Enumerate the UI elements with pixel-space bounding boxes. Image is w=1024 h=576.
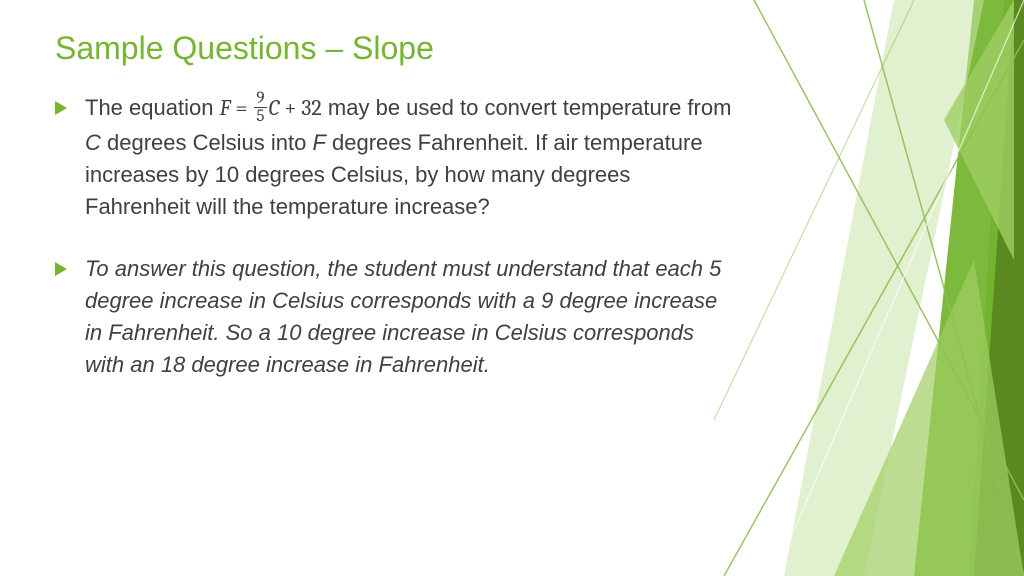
fraction-num: 9 [254,90,266,108]
bullet-answer: To answer this question, the student mus… [55,253,734,381]
eq-plus32: + 32 [279,95,321,121]
eq-var-f: F [220,95,231,121]
slide-title: Sample Questions – Slope [55,30,734,67]
decorative-triangles [714,0,1024,576]
var-c: C [85,130,101,155]
equation: F = 95C + 32 [220,95,322,121]
bullet-list: The equation F = 95C + 32 may be used to… [55,92,734,381]
eq-equals: = [230,95,252,121]
slide: Sample Questions – Slope The equation F … [0,0,1024,576]
eq-var-c: C [269,95,280,121]
var-f: F [312,130,325,155]
q-text-1: may be used to convert temperature from [322,95,732,120]
q-text-pre: The equation [85,95,220,120]
fraction-den: 5 [254,108,266,125]
fraction: 95 [254,90,266,125]
bullet-question: The equation F = 95C + 32 may be used to… [55,92,734,223]
q-text-2: degrees Celsius into [101,130,313,155]
